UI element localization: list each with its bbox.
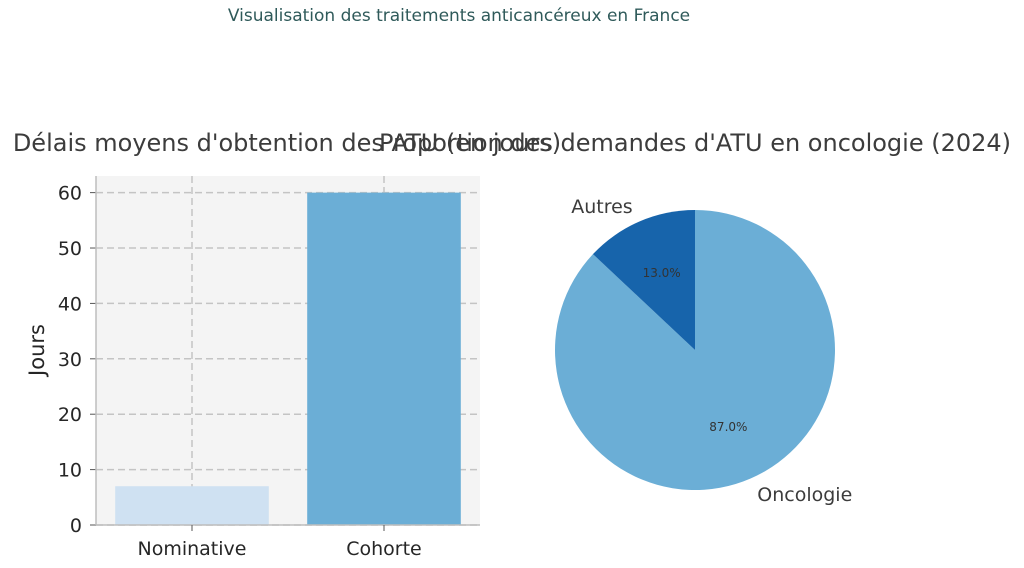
pie-percent-label: 13.0% — [643, 266, 681, 280]
bar-y-tick-label: 60 — [58, 183, 82, 205]
bar-y-axis-label: Jours — [25, 324, 49, 378]
bar-chart-title: Délais moyens d'obtention des ATU (en jo… — [13, 129, 561, 157]
bar-y-tick-label: 40 — [58, 293, 82, 315]
bar-axes: 0 10 20 30 40 50 60 Nominative Cohorte — [58, 176, 480, 560]
bar-nominative — [115, 486, 269, 525]
pie-chart: Proportion des demandes d'ATU en oncolog… — [379, 129, 1011, 506]
bar-y-tick-label: 50 — [58, 238, 82, 260]
bar-y-tick-label: 20 — [58, 404, 82, 426]
bar-y-tick-label: 0 — [70, 515, 82, 537]
bar-cohorte — [307, 192, 461, 525]
figure-suptitle: Visualisation des traitements anticancér… — [227, 6, 691, 26]
bar-y-tick-label: 30 — [58, 349, 82, 371]
pie-slice-label: Oncologie — [757, 484, 852, 506]
bar-x-tick-label: Cohorte — [346, 538, 422, 560]
pie-slice-autres — [592, 210, 695, 350]
bar-marks — [115, 192, 461, 525]
pie-slices: 87.0% Oncologie 13.0% Autres — [555, 196, 852, 506]
bar-y-tick-label: 10 — [58, 460, 82, 482]
pie-chart-title: Proportion des demandes d'ATU en oncolog… — [379, 129, 1011, 157]
pie-slice-label: Autres — [571, 196, 632, 218]
bar-chart: Délais moyens d'obtention des ATU (en jo… — [13, 129, 561, 560]
pie-percent-label: 87.0% — [709, 420, 747, 434]
bar-x-tick-label: Nominative — [138, 538, 247, 560]
